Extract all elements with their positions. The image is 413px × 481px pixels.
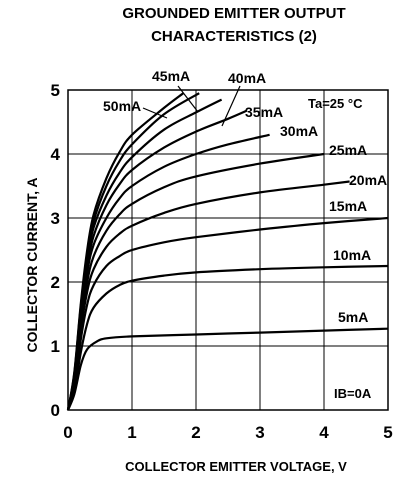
y-tick-label: 2 [51,273,60,292]
y-tick-label: 1 [51,337,60,356]
curve-label-30mA: 30mA [280,123,318,139]
curve-30mA [66,133,270,411]
x-tick-label: 0 [63,423,72,442]
x-tick-label: 2 [191,423,200,442]
curve-5mA [66,327,389,411]
ib-zero-label: IB=0A [334,386,372,401]
x-tick-label: 3 [255,423,264,442]
curve-label-50mA: 50mA [103,98,141,114]
y-axis-label: COLLECTOR CURRENT, A [24,178,40,353]
x-tick-label: 5 [383,423,392,442]
curve-15mA [66,216,389,411]
curve-35mA [66,109,248,411]
curve-label-40mA: 40mA [228,70,266,86]
x-tick-label: 4 [319,423,329,442]
curve-label-15mA: 15mA [329,198,367,214]
curve-10mA [66,264,389,411]
y-tick-label: 3 [51,209,60,228]
curve-label-25mA: 25mA [329,142,367,158]
x-tick-label: 1 [127,423,136,442]
plot-frame [67,89,389,411]
tick-labels: 0 1 2 3 4 5 0 1 2 3 4 5 [51,81,393,442]
leader-line-45mA [177,85,199,113]
chart-title-line-2: CHARACTERISTICS (2) [151,28,317,45]
temperature-annotation: Ta=25 °C [308,96,363,111]
leader-line-50mA [142,107,168,119]
leader-line-40mA [221,85,241,127]
curve-label-20mA: 20mA [349,172,387,188]
x-axis-label: COLLECTOR EMITTER VOLTAGE, V [125,459,347,474]
y-tick-label: 5 [51,81,60,100]
curve-20mA [66,180,350,411]
y-tick-label: 4 [51,145,61,164]
curve-label-45mA: 45mA [152,68,190,84]
curves [66,92,389,411]
curve-label-5mA: 5mA [338,309,368,325]
curve-label-10mA: 10mA [333,247,371,263]
chart-title-line-1: GROUNDED EMITTER OUTPUT [122,5,345,22]
curve-labels: 5mA 10mA 15mA 20mA 25mA 30mA 35mA 40mA 45mA 50mA [103,68,387,325]
grid [68,90,388,410]
curve-50mA [66,92,184,411]
curve-label-35mA: 35mA [245,104,283,120]
y-tick-label: 0 [51,401,60,420]
